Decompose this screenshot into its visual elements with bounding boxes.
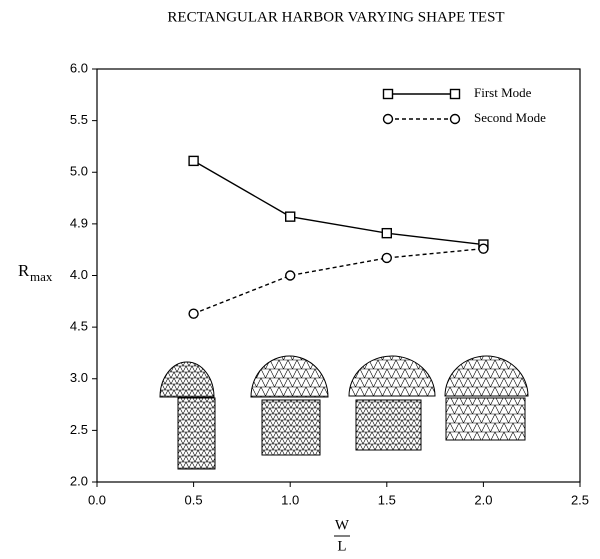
marker-square	[188, 155, 199, 167]
marker-square	[285, 211, 296, 222]
legend-marker	[382, 88, 394, 100]
y-tick-label: 5.0	[70, 164, 88, 179]
mesh-dome	[348, 355, 436, 397]
legend-marker	[382, 113, 394, 125]
marker-circle	[188, 308, 199, 319]
mesh-dome	[250, 355, 329, 398]
mesh-basin	[177, 397, 216, 470]
marker-square	[381, 227, 392, 239]
y-tick-label: 2.0	[70, 473, 88, 488]
y-tick-label: 3.0	[70, 370, 88, 385]
y-tick-label: 5.5	[70, 112, 88, 127]
x-axis-label-denominator: L	[337, 538, 346, 554]
x-tick-label: 0.0	[88, 492, 106, 507]
mesh-dome	[444, 355, 529, 397]
x-tick-label: 2.0	[474, 492, 492, 507]
x-tick-label: 0.5	[185, 492, 203, 507]
series-line	[193, 247, 484, 315]
y-tick-label: 4.9	[70, 215, 88, 230]
y-tick-label: 4.5	[70, 319, 88, 334]
y-tick-label: 6.0	[70, 60, 88, 75]
series-line	[193, 160, 484, 246]
legend-marker	[449, 88, 461, 100]
legend-marker	[449, 113, 461, 125]
legend-label: First Mode	[474, 85, 532, 100]
y-axis-label: R	[18, 261, 30, 280]
mesh-dome	[159, 361, 215, 398]
mesh-basin	[355, 399, 422, 451]
mesh-basin	[445, 397, 526, 441]
mesh-sketches	[159, 355, 529, 470]
chart-title: RECTANGULAR HARBOR VARYING SHAPE TEST	[167, 9, 504, 25]
y-tick-label: 2.5	[70, 422, 88, 437]
x-tick-label: 1.0	[281, 492, 299, 507]
y-tick-label: 4.0	[70, 267, 88, 282]
y-axis-label-subscript: max	[30, 269, 53, 284]
mesh-basin	[261, 399, 321, 456]
marker-circle	[381, 252, 392, 264]
x-tick-label: 1.5	[378, 492, 396, 507]
legend-label: Second Mode	[474, 110, 546, 125]
marker-circle	[478, 243, 489, 254]
x-axis-label-numerator: W	[335, 517, 350, 533]
marker-circle	[285, 270, 296, 281]
x-tick-label: 2.5	[571, 492, 589, 507]
